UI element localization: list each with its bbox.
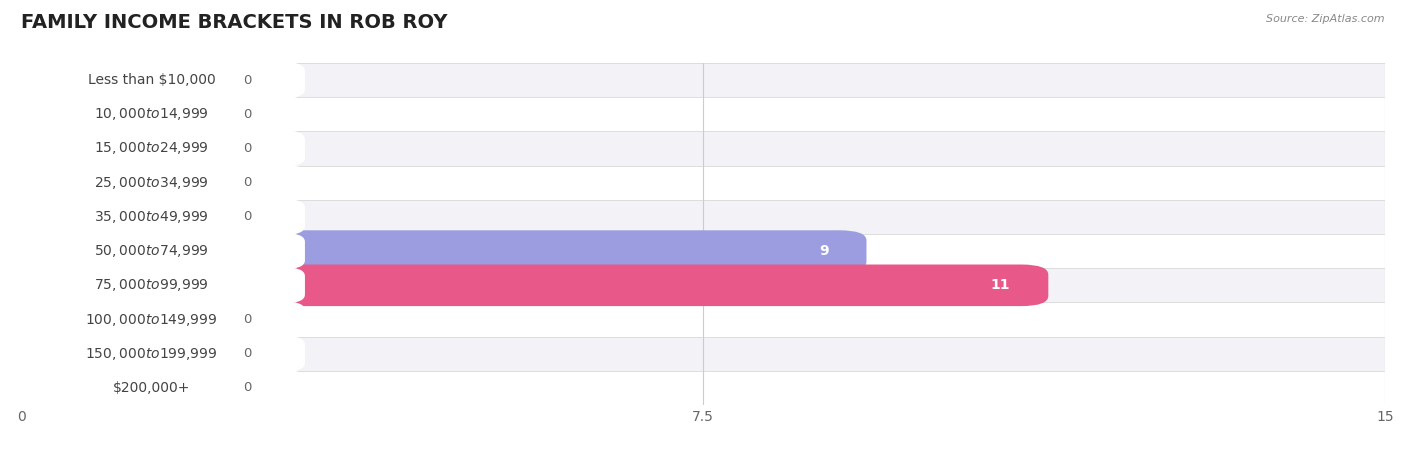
FancyBboxPatch shape bbox=[0, 198, 305, 235]
Text: 0: 0 bbox=[243, 176, 252, 189]
FancyBboxPatch shape bbox=[0, 369, 305, 406]
FancyBboxPatch shape bbox=[0, 59, 253, 101]
FancyBboxPatch shape bbox=[21, 234, 1385, 268]
Text: 0: 0 bbox=[243, 142, 252, 155]
FancyBboxPatch shape bbox=[0, 265, 1049, 306]
Text: 0: 0 bbox=[243, 74, 252, 86]
FancyBboxPatch shape bbox=[21, 63, 1385, 97]
Text: $15,000 to $24,999: $15,000 to $24,999 bbox=[94, 140, 209, 157]
FancyBboxPatch shape bbox=[21, 166, 1385, 200]
FancyBboxPatch shape bbox=[0, 333, 253, 374]
Text: 0: 0 bbox=[243, 382, 252, 394]
Text: $100,000 to $149,999: $100,000 to $149,999 bbox=[86, 311, 218, 328]
Text: Source: ZipAtlas.com: Source: ZipAtlas.com bbox=[1267, 14, 1385, 23]
Text: $75,000 to $99,999: $75,000 to $99,999 bbox=[94, 277, 209, 293]
Text: 0: 0 bbox=[243, 108, 252, 121]
FancyBboxPatch shape bbox=[0, 233, 305, 270]
FancyBboxPatch shape bbox=[0, 128, 253, 169]
Text: 9: 9 bbox=[818, 244, 828, 258]
FancyBboxPatch shape bbox=[0, 335, 305, 372]
FancyBboxPatch shape bbox=[0, 301, 305, 338]
FancyBboxPatch shape bbox=[0, 367, 253, 409]
Text: $25,000 to $34,999: $25,000 to $34,999 bbox=[94, 175, 209, 191]
FancyBboxPatch shape bbox=[0, 230, 866, 272]
FancyBboxPatch shape bbox=[21, 337, 1385, 371]
FancyBboxPatch shape bbox=[21, 371, 1385, 405]
FancyBboxPatch shape bbox=[0, 96, 305, 133]
FancyBboxPatch shape bbox=[0, 162, 253, 203]
Text: $35,000 to $49,999: $35,000 to $49,999 bbox=[94, 209, 209, 225]
FancyBboxPatch shape bbox=[21, 302, 1385, 337]
Text: 0: 0 bbox=[243, 211, 252, 223]
Text: 0: 0 bbox=[243, 313, 252, 326]
FancyBboxPatch shape bbox=[0, 62, 305, 99]
FancyBboxPatch shape bbox=[21, 268, 1385, 302]
FancyBboxPatch shape bbox=[0, 196, 253, 238]
FancyBboxPatch shape bbox=[21, 200, 1385, 234]
FancyBboxPatch shape bbox=[21, 97, 1385, 131]
Text: FAMILY INCOME BRACKETS IN ROB ROY: FAMILY INCOME BRACKETS IN ROB ROY bbox=[21, 14, 447, 32]
Text: $50,000 to $74,999: $50,000 to $74,999 bbox=[94, 243, 209, 259]
FancyBboxPatch shape bbox=[21, 131, 1385, 166]
Text: Less than $10,000: Less than $10,000 bbox=[87, 73, 215, 87]
Text: $150,000 to $199,999: $150,000 to $199,999 bbox=[86, 346, 218, 362]
Text: $200,000+: $200,000+ bbox=[112, 381, 190, 395]
FancyBboxPatch shape bbox=[0, 130, 305, 167]
FancyBboxPatch shape bbox=[0, 94, 253, 135]
Text: 0: 0 bbox=[243, 347, 252, 360]
FancyBboxPatch shape bbox=[0, 299, 253, 340]
FancyBboxPatch shape bbox=[0, 164, 305, 201]
FancyBboxPatch shape bbox=[0, 267, 305, 304]
Text: 11: 11 bbox=[991, 278, 1011, 293]
Text: $10,000 to $14,999: $10,000 to $14,999 bbox=[94, 106, 209, 122]
